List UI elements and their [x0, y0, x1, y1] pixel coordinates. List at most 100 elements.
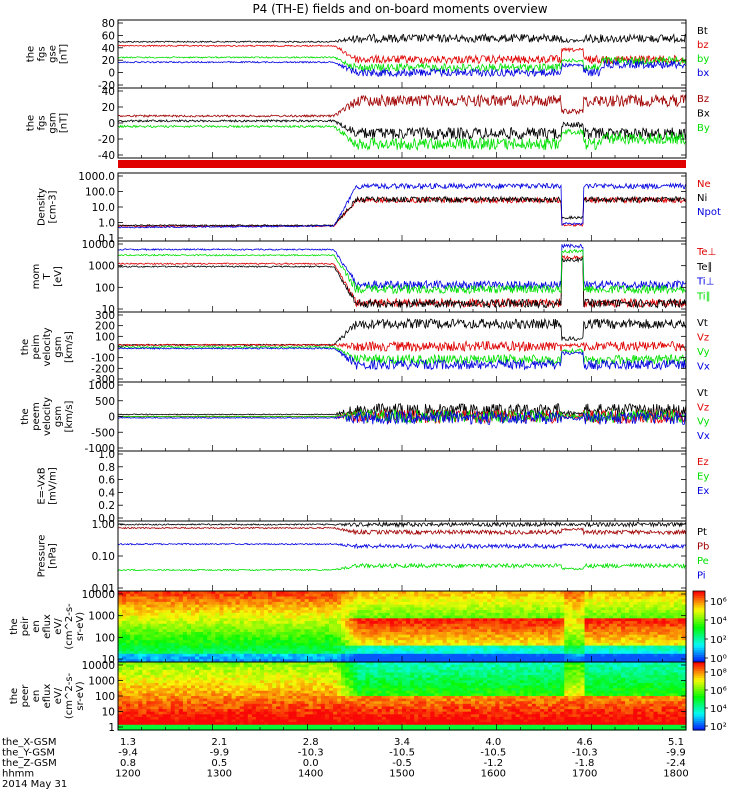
peir_spec-cell — [410, 626, 415, 630]
peer_spec-cell — [292, 680, 298, 684]
peir_spec-cell — [280, 651, 285, 655]
peir_spec-cell — [438, 612, 444, 617]
peir_spec-cell — [199, 629, 204, 633]
peer_spec-cell — [122, 685, 127, 689]
peir_spec-cell — [487, 607, 492, 611]
peer_spec-cell — [215, 724, 221, 728]
peir_spec-cell — [186, 645, 192, 649]
peir_spec-cell — [268, 599, 273, 603]
peir_spec-cell — [268, 634, 273, 639]
peer_spec-cell — [227, 703, 233, 708]
peir_spec-cell — [402, 629, 407, 633]
peir_spec-cell — [511, 648, 517, 652]
peir_spec-cell — [576, 637, 582, 641]
peir_spec-cell — [568, 642, 573, 647]
peir_spec-cell — [122, 601, 127, 606]
peir_spec-cell — [438, 623, 444, 628]
peir_spec-cell — [507, 634, 513, 639]
peir_spec-cell — [264, 637, 269, 641]
peir_spec-cell — [377, 621, 383, 625]
peir_spec-cell — [503, 618, 509, 622]
peir_spec-cell — [434, 651, 440, 655]
peir_spec-cell — [324, 648, 330, 652]
peer_spec-cell — [211, 680, 216, 684]
peir_spec-cell — [174, 604, 180, 608]
peir_spec-cell — [584, 615, 590, 619]
peir_spec-cell — [422, 648, 427, 652]
peir_spec-cell — [487, 640, 492, 644]
peir_spec-cell — [645, 648, 651, 652]
peir_spec-cell — [178, 651, 184, 655]
peir_spec-cell — [572, 610, 578, 614]
peir_spec-cell — [442, 601, 448, 606]
peir_spec-cell — [430, 640, 436, 644]
peer_spec-cell — [308, 711, 314, 715]
peir_spec-cell — [158, 618, 164, 622]
peir_spec-cell — [191, 631, 196, 636]
peir_spec-cell — [345, 626, 350, 630]
peir_spec-cell — [406, 637, 411, 641]
peir_spec-cell — [186, 601, 192, 606]
peir_spec-cell — [264, 645, 269, 649]
peer_spec-cell — [118, 716, 123, 721]
peir_spec-cell — [402, 607, 407, 611]
peir_spec-cell — [495, 599, 500, 603]
peir_spec-cell — [174, 601, 180, 606]
peir_spec-cell — [191, 626, 196, 630]
peer_spec-cell — [203, 701, 208, 705]
peir_spec-cell — [284, 637, 289, 641]
peir_spec-cell — [442, 591, 448, 595]
peer_spec-cell — [231, 675, 237, 679]
peir_spec-cell — [191, 656, 196, 660]
peer_spec-cell — [243, 698, 249, 702]
peir_spec-cell — [410, 610, 415, 614]
peir_spec-cell — [430, 648, 436, 652]
peer_spec-cell — [268, 703, 273, 708]
peir_spec-cell — [442, 626, 448, 630]
peer_spec-cell — [174, 682, 180, 687]
peir_spec-cell — [418, 615, 423, 619]
peir_spec-cell — [539, 653, 545, 658]
peir_spec-cell — [665, 637, 671, 641]
peir_spec-cell — [669, 591, 675, 595]
peir_spec-cell — [430, 596, 436, 600]
peir_spec-cell — [637, 596, 642, 600]
peir_spec-cell — [186, 612, 192, 617]
peir_spec-cell — [539, 621, 545, 625]
peer_spec-cell — [186, 677, 192, 681]
peir_spec-cell — [617, 601, 622, 606]
peir_spec-cell — [308, 618, 314, 622]
peir_spec-cell — [239, 610, 245, 614]
peir_spec-cell — [673, 659, 679, 663]
peir_spec-cell — [158, 604, 164, 608]
peer_spec-cell — [247, 722, 253, 726]
peir_spec-cell — [487, 642, 492, 647]
peim_velocity-series-3 — [117, 346, 687, 371]
peir_spec-cell — [470, 656, 476, 660]
peir_spec-cell — [422, 640, 427, 644]
peir_spec-cell — [475, 615, 480, 619]
peer_spec-cell — [162, 690, 168, 694]
peir_spec-cell — [381, 637, 387, 641]
peer_spec-cell — [264, 693, 269, 697]
peer_spec-cell — [122, 703, 127, 708]
peer_spec-cell — [166, 662, 172, 666]
peir_spec-cell — [138, 610, 143, 614]
peir_spec-cell — [130, 642, 135, 647]
peir_spec-cell — [661, 596, 667, 600]
peir_spec-cell — [247, 637, 253, 641]
peir_spec-cell — [475, 623, 480, 628]
peer_spec-cell — [300, 688, 306, 692]
peir_spec-cell — [527, 637, 533, 641]
peer_spec-cell — [260, 693, 265, 697]
peir_spec-cell — [385, 604, 391, 608]
peir_spec-cell — [426, 604, 431, 608]
peir_spec-cell — [523, 604, 529, 608]
peer_spec-cell — [247, 693, 253, 697]
peir_spec-cell — [154, 648, 160, 652]
peir_spec-cell — [426, 601, 431, 606]
peir_spec-cell — [621, 631, 626, 636]
peer_spec-cell — [182, 724, 188, 728]
peir_spec-cell — [203, 601, 208, 606]
peir_spec-cell — [349, 610, 354, 614]
